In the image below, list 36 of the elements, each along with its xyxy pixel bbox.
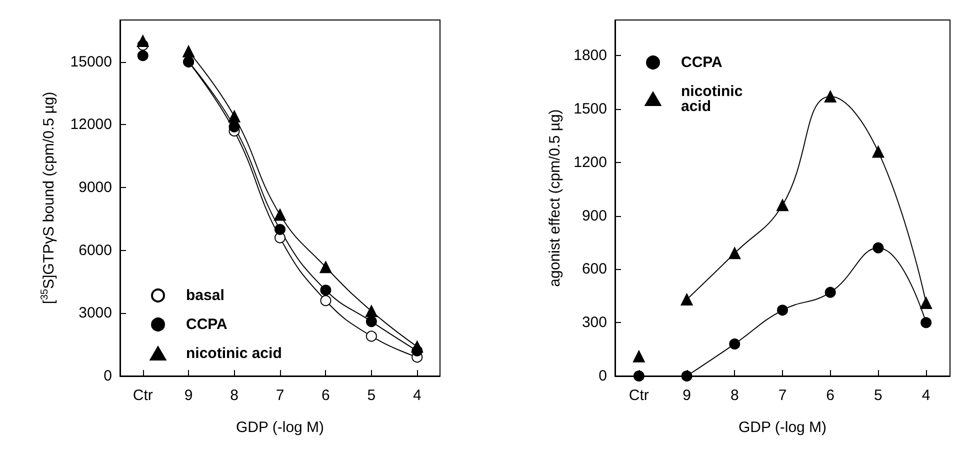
x-tick-label: 8: [730, 387, 739, 404]
x-tick-label: 7: [276, 387, 284, 404]
y-tick-label: 9000: [78, 179, 112, 196]
y-tick-label: 1800: [574, 47, 607, 64]
x-tick-label: 4: [412, 387, 422, 404]
y-tick-label: 3000: [78, 304, 112, 322]
y-tick-label: 600: [582, 260, 607, 278]
x-tick-label: Ctr: [132, 387, 153, 404]
x-tick-label: 4: [922, 387, 930, 404]
y-tick-label: 6000: [78, 242, 112, 259]
x-axis-title: GDP (-log M): [738, 419, 827, 436]
legend-label: nicotinic acid: [681, 83, 747, 115]
x-tick-label: 5: [367, 387, 376, 404]
x-tick-label: 7: [778, 387, 787, 404]
y-tick-label: 12000: [70, 116, 112, 134]
x-tick-label: Ctr: [628, 387, 649, 404]
x-tick-label: 6: [826, 387, 835, 404]
y-tick-label: 1200: [574, 154, 607, 171]
x-tick-label: 9: [682, 387, 691, 404]
y-tick-label: 900: [582, 207, 607, 224]
y-tick-label: 300: [582, 314, 607, 332]
legend-label: nicotinic acid: [186, 345, 282, 362]
y-tick-label: 0: [598, 368, 607, 384]
x-axis-title: GDP (-log M): [236, 419, 324, 436]
legend-label: CCPA: [186, 316, 228, 333]
x-tick-label: 8: [230, 387, 238, 404]
legend-label: CCPA: [681, 54, 723, 71]
x-tick-label: 9: [184, 387, 193, 404]
y-axis-title: agonist effect (cpm/0.5 µg): [546, 109, 564, 287]
legend-label: basal: [186, 287, 224, 304]
x-tick-label: 5: [874, 387, 882, 404]
y-tick-label: 0: [104, 368, 112, 384]
y-axis-title: [35S]GTPγS bound (cpm/0.5 µg): [40, 92, 58, 304]
y-tick-label: 15000: [70, 53, 112, 70]
y-tick-label: 1500: [574, 100, 607, 118]
x-tick-label: 6: [322, 387, 330, 404]
